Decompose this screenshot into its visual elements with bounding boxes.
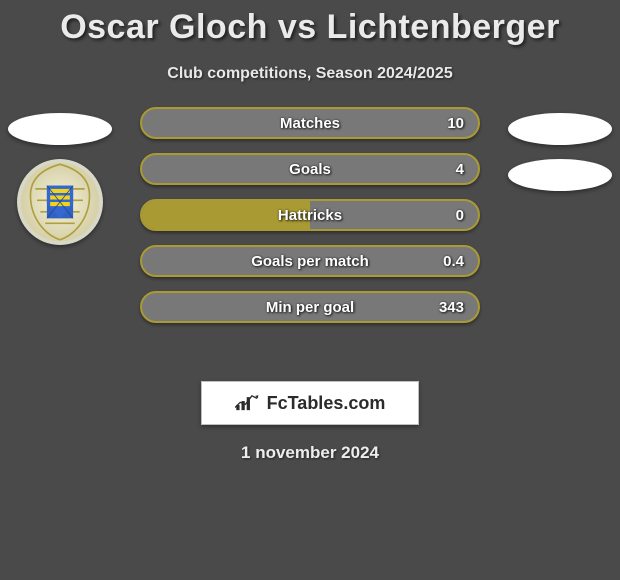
left-flag-ellipse	[8, 113, 112, 145]
stat-bar: Matches 10	[140, 107, 480, 139]
comparison-arena: Matches 10 Goals 4 Hattricks 0 Goals per match…	[0, 107, 620, 367]
stat-bar-right-value: 0	[456, 207, 464, 224]
right-flag-ellipse	[508, 113, 612, 145]
stat-bar-label: Hattricks	[278, 207, 342, 224]
left-club-crest	[17, 159, 103, 245]
chart-icon	[235, 393, 261, 413]
stat-bar-right-value: 10	[447, 115, 464, 132]
stat-bar-label: Goals	[289, 161, 331, 178]
footer-date: 1 november 2024	[0, 443, 620, 463]
stat-bar-label: Matches	[280, 115, 340, 132]
left-player-column	[0, 107, 120, 245]
stat-bar-right-value: 0.4	[443, 253, 464, 270]
logo-text: FcTables.com	[267, 393, 386, 414]
stat-bar: Min per goal 343	[140, 291, 480, 323]
right-player-column	[500, 107, 620, 191]
stat-bar: Goals per match 0.4	[140, 245, 480, 277]
fctables-logo[interactable]: FcTables.com	[201, 381, 419, 425]
stat-bar-right-value: 343	[439, 299, 464, 316]
stat-bar-label: Goals per match	[251, 253, 369, 270]
stat-bar: Hattricks 0	[140, 199, 480, 231]
stat-bars: Matches 10 Goals 4 Hattricks 0 Goals per match…	[140, 107, 480, 323]
stat-bar-right-value: 4	[456, 161, 464, 178]
stat-bar-label: Min per goal	[266, 299, 354, 316]
page-subtitle: Club competitions, Season 2024/2025	[0, 65, 620, 83]
right-club-ellipse	[508, 159, 612, 191]
page-title: Oscar Gloch vs Lichtenberger	[0, 0, 620, 47]
crest-icon	[19, 161, 101, 243]
stat-bar: Goals 4	[140, 153, 480, 185]
